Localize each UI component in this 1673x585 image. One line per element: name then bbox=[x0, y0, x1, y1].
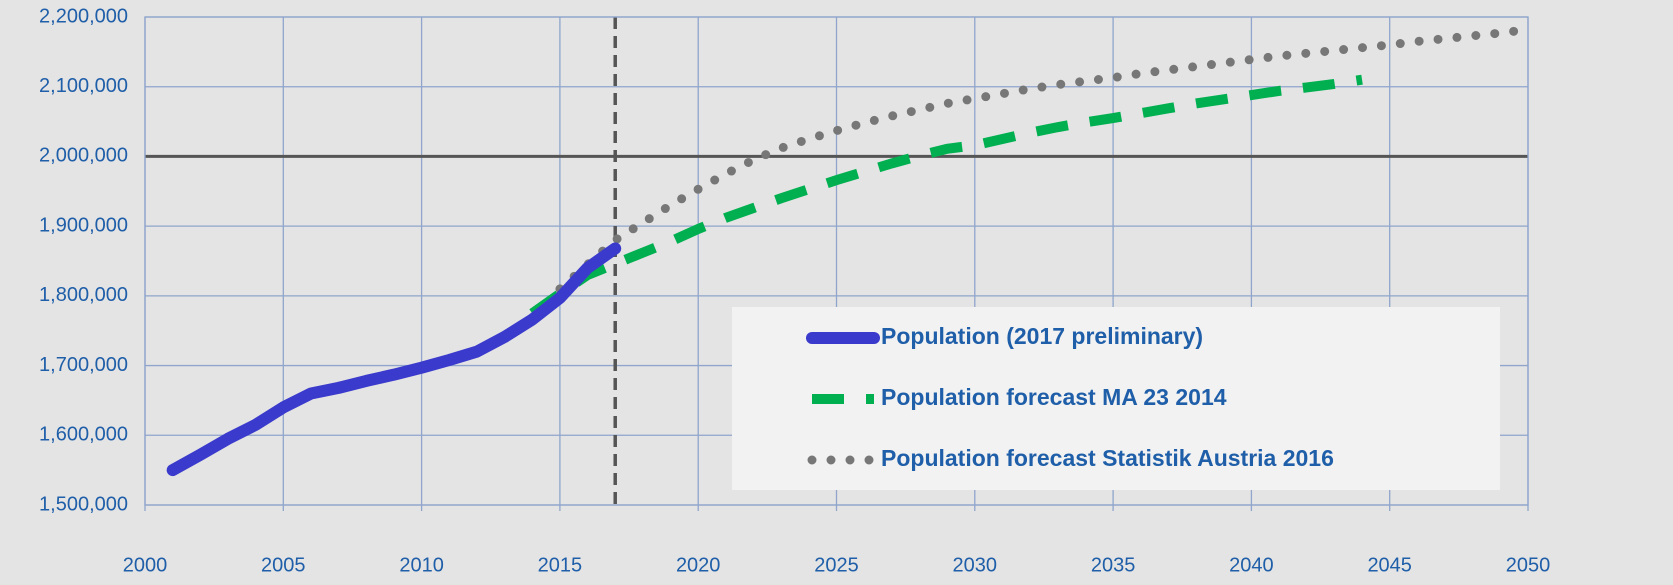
y-tick-label: 1,700,000 bbox=[39, 354, 128, 376]
y-tick-label: 2,000,000 bbox=[39, 145, 128, 167]
x-tick-label: 2000 bbox=[123, 554, 168, 576]
legend-label: Population (2017 preliminary) bbox=[881, 323, 1203, 349]
x-tick-label: 2035 bbox=[1091, 554, 1136, 576]
x-tick-label: 2030 bbox=[953, 554, 998, 576]
legend: Population (2017 preliminary) Population … bbox=[732, 307, 1500, 490]
x-tick-label: 2015 bbox=[538, 554, 583, 576]
y-tick-label: 1,800,000 bbox=[39, 284, 128, 306]
series-line bbox=[555, 25, 1533, 294]
x-tick-label: 2050 bbox=[1506, 554, 1551, 576]
y-tick-label: 2,100,000 bbox=[39, 75, 128, 97]
y-tick-label: 1,900,000 bbox=[39, 214, 128, 236]
x-tick-label: 2045 bbox=[1367, 554, 1412, 576]
series-line bbox=[529, 74, 1363, 318]
y-tick-label: 2,200,000 bbox=[39, 5, 128, 27]
y-tick-label: 1,500,000 bbox=[39, 493, 128, 515]
x-tick-label: 2025 bbox=[814, 554, 859, 576]
legend-label: Population forecast MA 23 2014 bbox=[881, 384, 1227, 410]
x-tick-label: 2010 bbox=[399, 554, 444, 576]
x-tick-label: 2020 bbox=[676, 554, 721, 576]
x-tick-label: 2005 bbox=[261, 554, 306, 576]
y-tick-label: 1,600,000 bbox=[39, 424, 128, 446]
legend-label: Population forecast Statistik Austria 20… bbox=[881, 445, 1334, 471]
plot-border bbox=[144, 16, 1529, 506]
series-line bbox=[166, 242, 622, 477]
x-tick-label: 2040 bbox=[1229, 554, 1274, 576]
